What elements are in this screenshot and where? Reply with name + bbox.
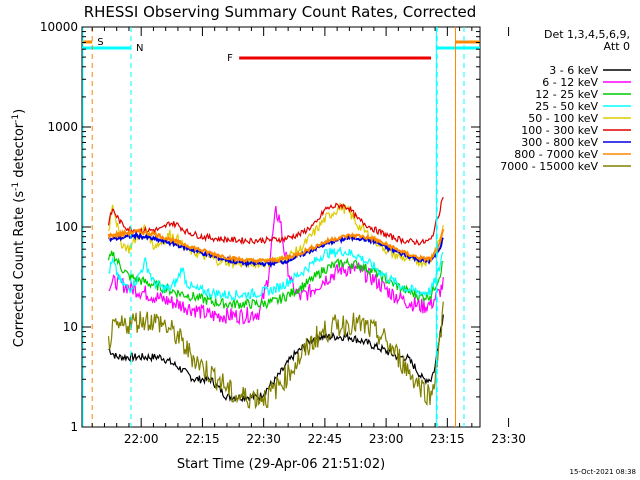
chart-title: RHESSI Observing Summary Count Rates, Co… [84, 3, 477, 21]
time-markers-group [82, 27, 465, 427]
series-line-7 [107, 227, 445, 265]
legend-label: 6 - 12 keV [542, 76, 598, 89]
x-tick-label: 22:45 [308, 432, 343, 446]
legend-label: 7000 - 15000 keV [500, 160, 598, 173]
night-label: N [136, 43, 143, 54]
footer-date: 15-Oct-2021 08:38 [570, 468, 636, 476]
legend-label: 12 - 25 keV [535, 88, 598, 101]
y-label-end: ) [12, 109, 27, 114]
y-tick-label: 100 [55, 220, 78, 234]
x-tick-label: 23:30 [491, 432, 526, 446]
y-axis-label: Corrected Count Rate (s-1 detector-1) [11, 109, 27, 347]
series-line-8 [107, 301, 444, 410]
series-line-6 [108, 232, 444, 269]
y-axis: 1 10 100 1000 10000 [40, 20, 480, 434]
series-line-3 [108, 246, 444, 302]
y-label-mid: detector [12, 122, 27, 182]
flare-label: F [227, 53, 233, 64]
legend-label: 50 - 100 keV [528, 112, 598, 125]
legend-title-2: Att 0 [604, 40, 630, 53]
y-label-sup-2: -1 [11, 114, 21, 123]
series-line-0 [108, 314, 444, 403]
y-label-sup-1: -1 [11, 182, 21, 191]
legend-label: 300 - 800 keV [521, 136, 598, 149]
x-tick-label: 22:30 [246, 432, 281, 446]
legend-label: 25 - 50 keV [535, 100, 598, 113]
x-tick-label: 23:15 [430, 432, 465, 446]
legend-title-1: Det 1,3,4,5,6,9, [544, 28, 630, 41]
series-line-1 [108, 206, 444, 326]
series-line-5 [107, 196, 444, 246]
series-lines-group [107, 196, 445, 410]
legend-label: 800 - 7000 keV [514, 148, 598, 161]
y-tick-label: 1000 [47, 120, 78, 134]
x-axis: 22:00 22:15 22:30 22:45 23:00 23:15 23:30 [91, 27, 526, 446]
event-bars-group: S N F [82, 37, 480, 64]
y-label-main: Corrected Count Rate (s [12, 191, 27, 348]
y-tick-label: 10000 [40, 20, 78, 34]
x-tick-label: 22:15 [185, 432, 220, 446]
y-tick-label: 1 [70, 420, 78, 434]
y-tick-label: 10 [63, 320, 78, 334]
legend-label: 100 - 300 keV [521, 124, 598, 137]
x-axis-label: Start Time (29-Apr-06 21:51:02) [177, 457, 385, 472]
saa-label: S [97, 37, 103, 48]
x-tick-label: 23:00 [369, 432, 404, 446]
x-tick-label: 22:00 [124, 432, 159, 446]
legend-label: 3 - 6 keV [549, 64, 598, 77]
